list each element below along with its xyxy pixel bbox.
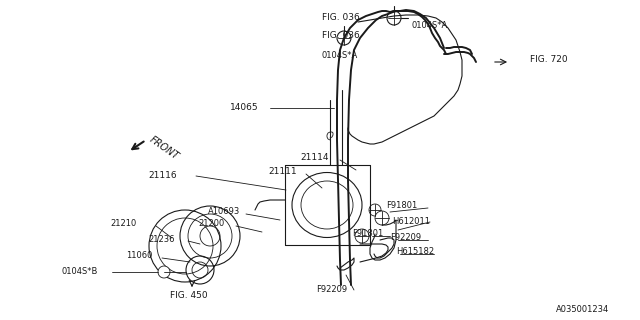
Text: FRONT: FRONT xyxy=(148,134,181,162)
Circle shape xyxy=(375,211,389,225)
Circle shape xyxy=(337,31,351,45)
Text: F92209: F92209 xyxy=(390,234,421,243)
Text: 0104S*B: 0104S*B xyxy=(62,268,99,276)
Text: H612011: H612011 xyxy=(392,218,430,227)
Text: 11060: 11060 xyxy=(126,252,152,260)
Circle shape xyxy=(369,204,381,216)
Text: FIG. 720: FIG. 720 xyxy=(530,55,568,65)
Text: 21200: 21200 xyxy=(198,220,224,228)
Text: 0104S*A: 0104S*A xyxy=(412,20,448,29)
Text: 14065: 14065 xyxy=(230,103,259,113)
Text: F92209: F92209 xyxy=(316,285,347,294)
Text: FIG. 036: FIG. 036 xyxy=(322,13,360,22)
Circle shape xyxy=(387,11,401,25)
Circle shape xyxy=(355,229,369,243)
Text: A035001234: A035001234 xyxy=(556,306,609,315)
Text: 21236: 21236 xyxy=(148,236,175,244)
Text: 21210: 21210 xyxy=(110,220,136,228)
Text: 21114: 21114 xyxy=(300,154,328,163)
Text: 21116: 21116 xyxy=(148,172,177,180)
Text: 0104S*A: 0104S*A xyxy=(322,51,358,60)
Text: F91801: F91801 xyxy=(352,229,383,238)
Text: A10693: A10693 xyxy=(208,207,240,217)
Text: FIG. 036: FIG. 036 xyxy=(322,31,360,41)
Text: F91801: F91801 xyxy=(386,202,417,211)
Text: 21111: 21111 xyxy=(268,167,296,177)
Circle shape xyxy=(158,266,170,278)
Text: H615182: H615182 xyxy=(396,247,434,257)
Text: FIG. 450: FIG. 450 xyxy=(170,292,207,300)
